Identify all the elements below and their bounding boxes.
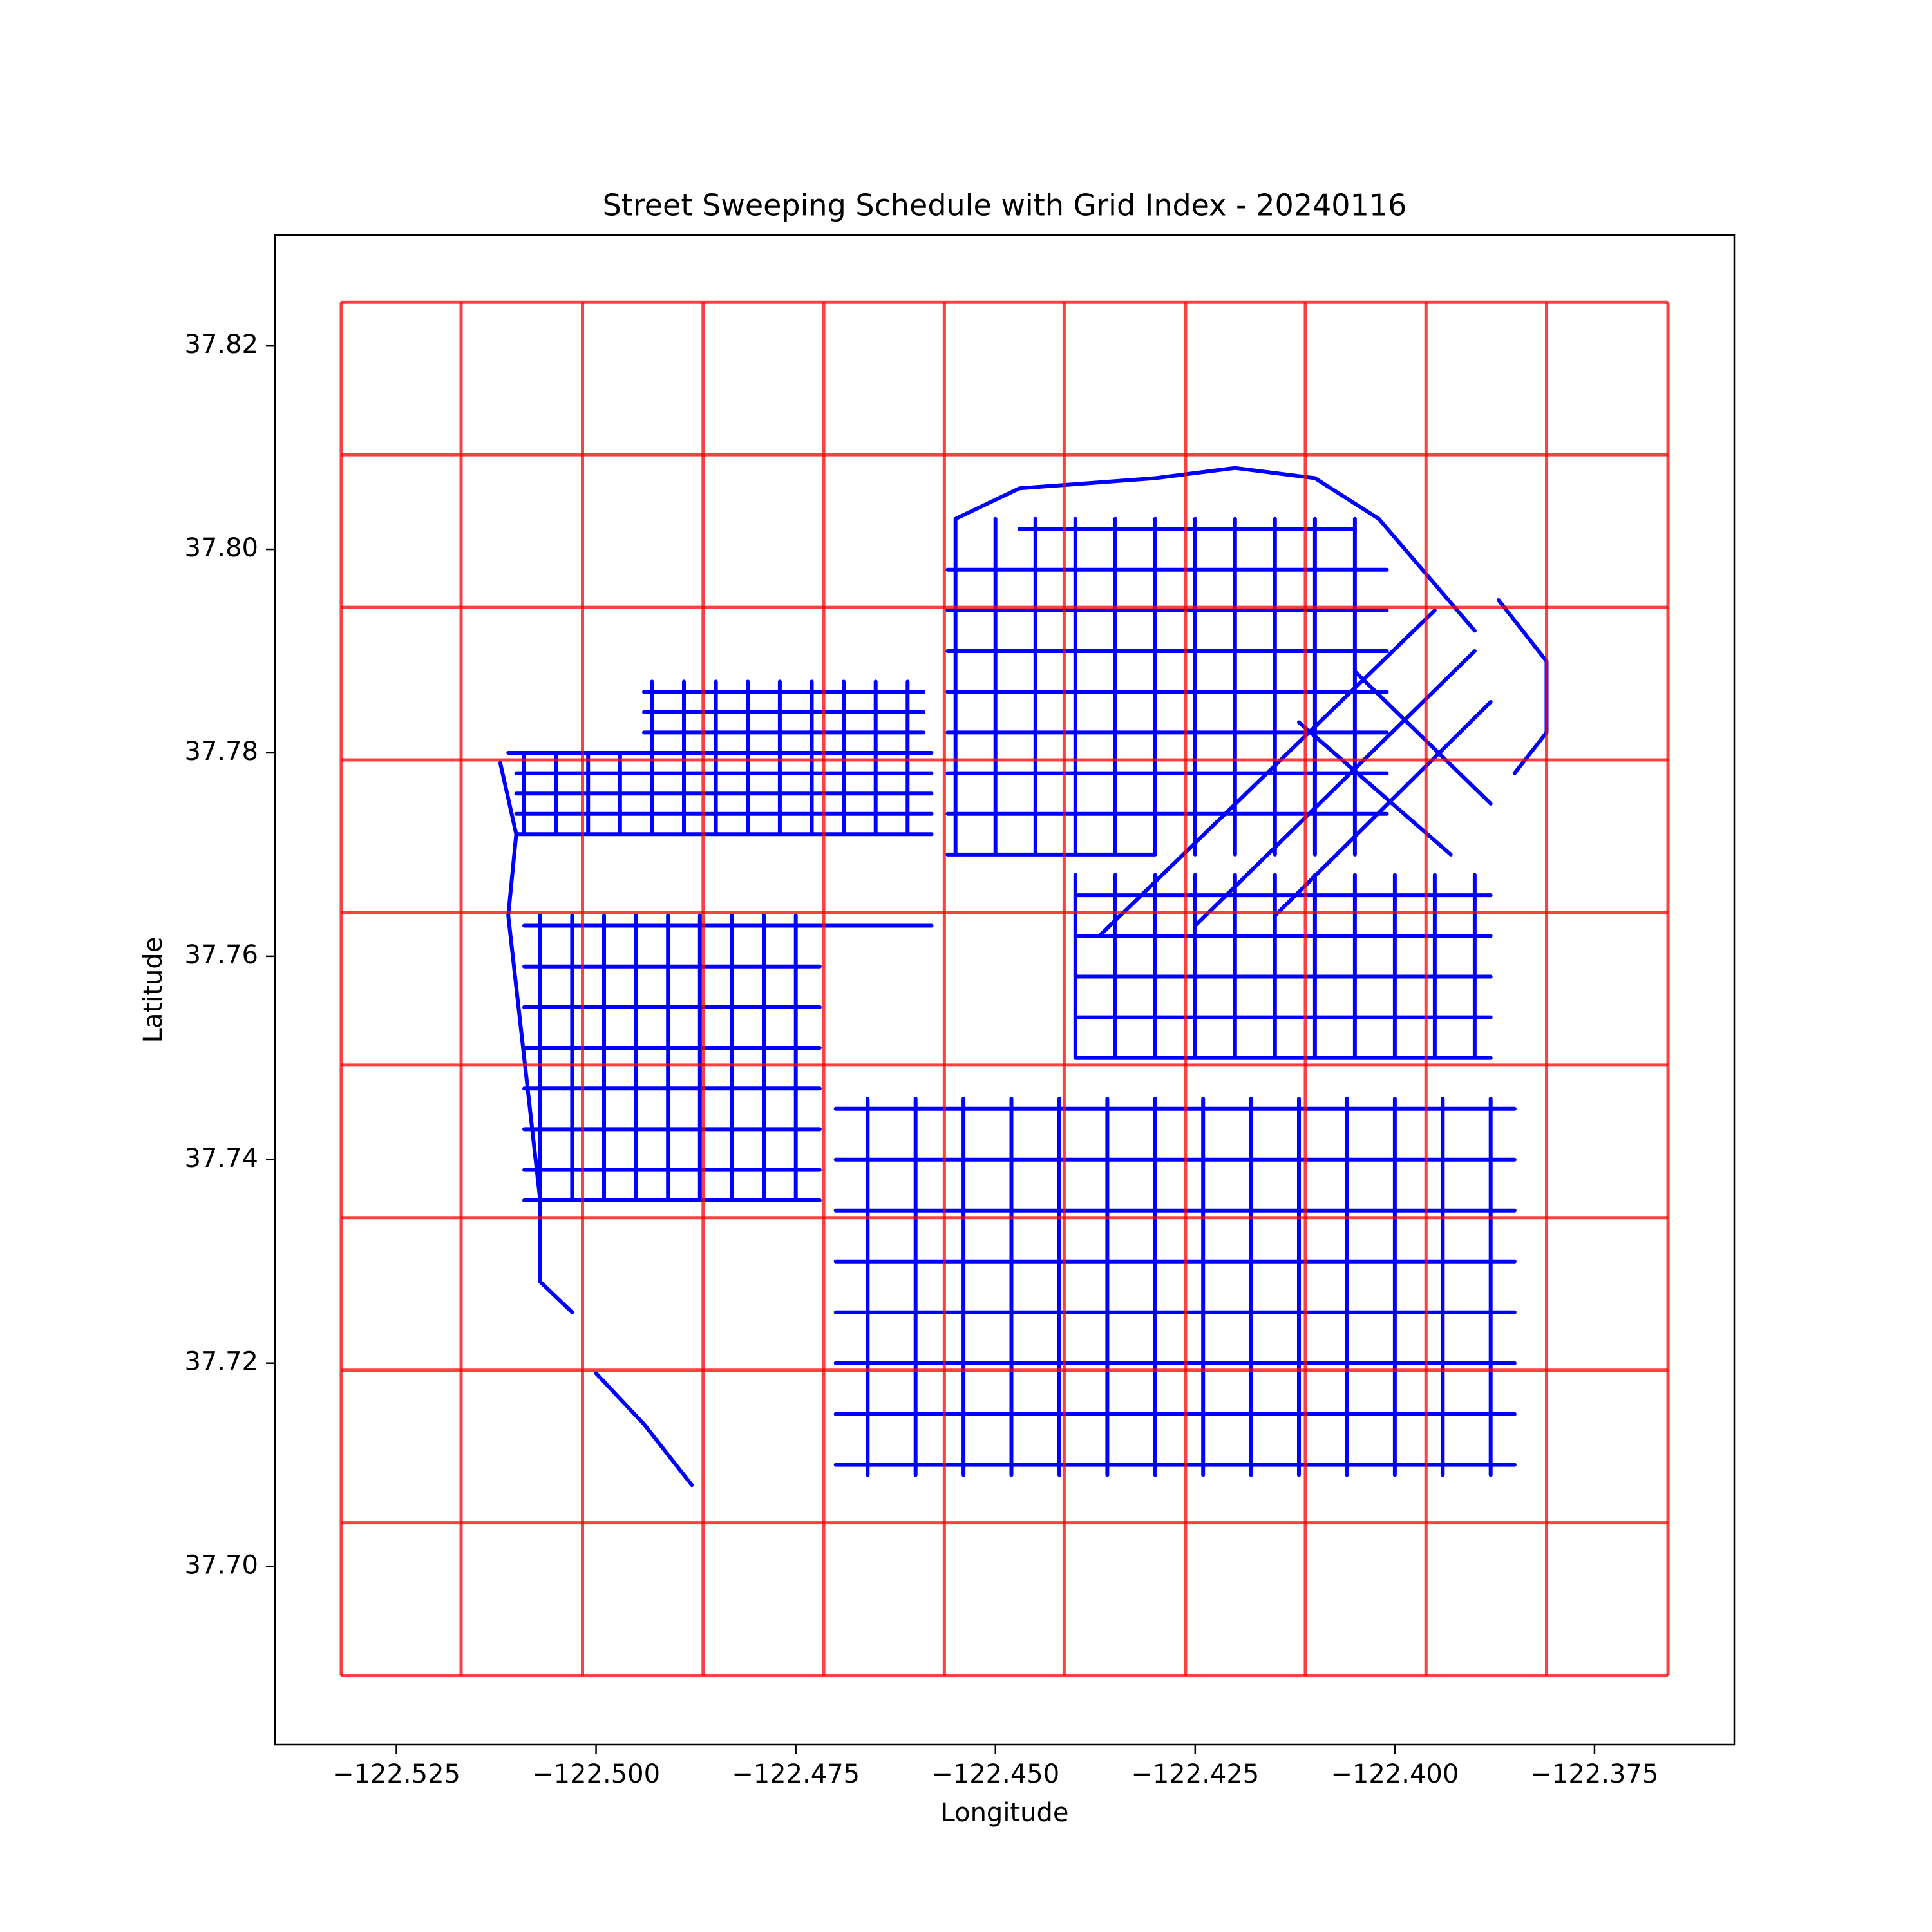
y-tick-label: 37.82 [184,330,258,359]
y-tick-label: 37.80 [184,533,258,563]
x-tick-label: −122.450 [931,1759,1059,1789]
street-lines [498,466,1549,1488]
y-axis-label: Latitude [138,937,168,1043]
axes-frame [274,234,1736,1746]
x-tick-label: −122.500 [532,1759,660,1789]
x-tick-label: −122.400 [1331,1759,1459,1789]
y-tick-label: 37.70 [184,1551,258,1580]
y-tick-label: 37.78 [184,737,258,766]
y-tick-label: 37.72 [184,1347,258,1377]
y-tick-label: 37.74 [184,1144,258,1173]
x-tick-label: −122.475 [732,1759,860,1789]
chart-title: Street Sweeping Schedule with Grid Index… [603,188,1407,223]
x-tick-label: −122.375 [1530,1759,1658,1789]
x-tick-label: −122.525 [332,1759,460,1789]
x-tick-label: −122.425 [1131,1759,1259,1789]
x-axis-label: Longitude [941,1798,1069,1828]
y-tick-label: 37.76 [184,940,258,970]
